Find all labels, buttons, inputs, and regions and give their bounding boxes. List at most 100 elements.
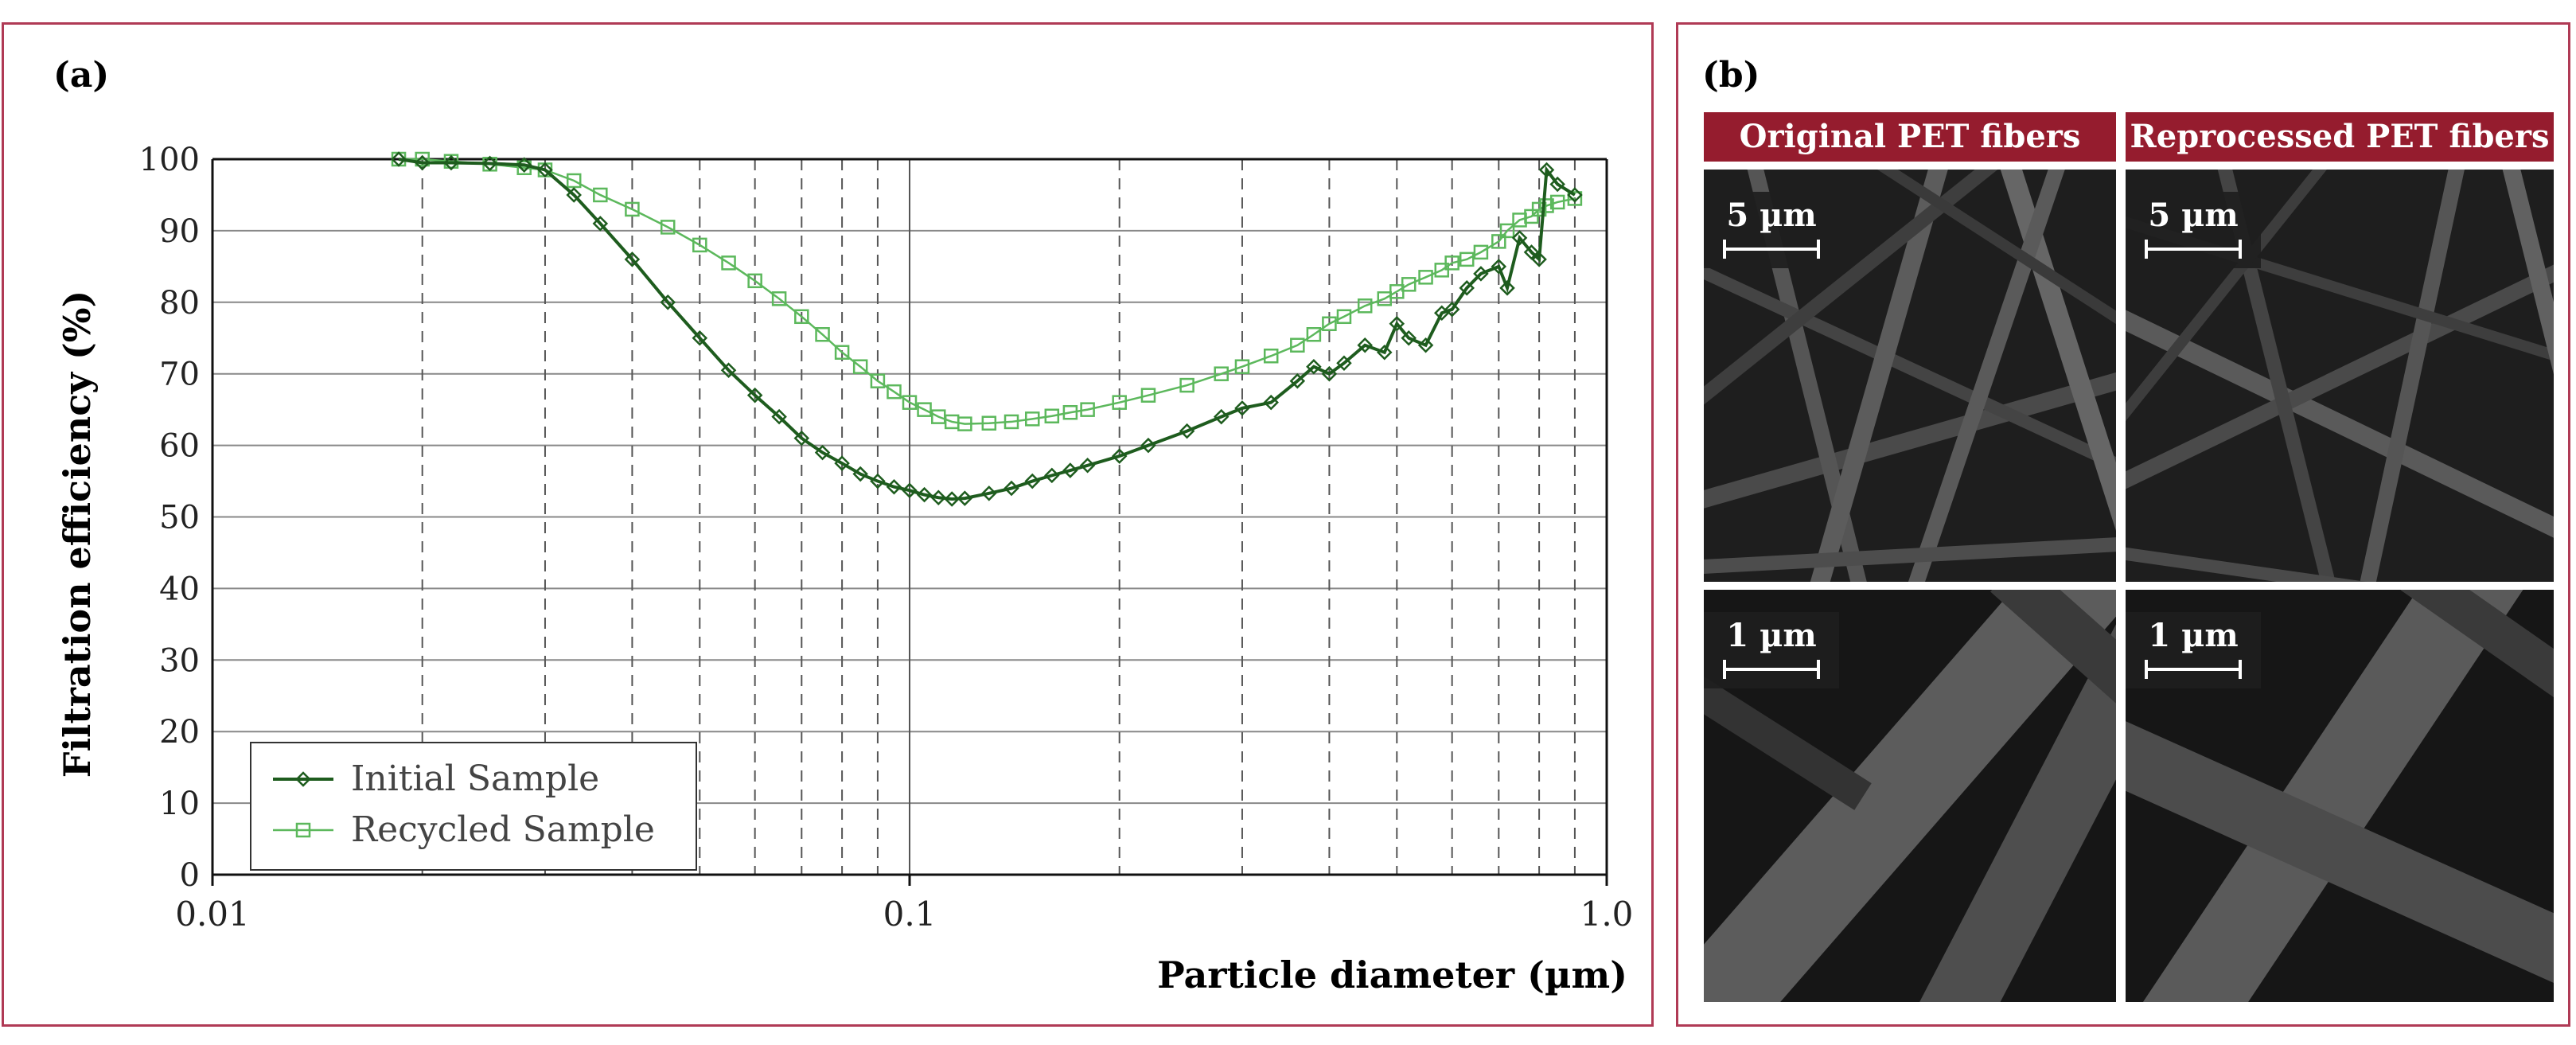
- panel-b: (b) Original PET fibers Reprocessed PET …: [1676, 22, 2570, 1027]
- y-tick-label: 50: [159, 500, 200, 536]
- data-point: [1459, 280, 1475, 296]
- data-point: [1531, 252, 1547, 267]
- data-point: [720, 362, 737, 378]
- data-point: [957, 490, 973, 506]
- data-point: [1062, 462, 1078, 478]
- series-line: [398, 158, 1576, 501]
- panel-a: (a) 0 10 20 30 40 50 60 70 80 90 100 0.01 0.1 1.0 Ini…: [2, 22, 1654, 1027]
- data-point: [1044, 408, 1060, 423]
- scale-label: 5 µm: [1726, 197, 1817, 234]
- y-tick-label: 100: [139, 142, 200, 178]
- data-point: [902, 395, 918, 410]
- header-original: Original PET fibers: [1704, 112, 2116, 162]
- y-tick-label: 10: [159, 786, 200, 822]
- data-point: [1322, 316, 1337, 332]
- data-point: [295, 822, 311, 838]
- panel-a-label: (a): [53, 55, 110, 96]
- data-point: [1523, 244, 1540, 260]
- data-point: [1499, 223, 1515, 239]
- header-reprocessed: Reprocessed PET fibers: [2126, 112, 2554, 162]
- data-point: [1079, 458, 1096, 474]
- scale-label: 1 µm: [2148, 617, 2239, 654]
- data-point: [1549, 194, 1565, 210]
- data-point: [870, 473, 886, 489]
- data-point: [1214, 366, 1229, 381]
- data-point: [537, 162, 553, 178]
- series-recycled-sample: [391, 151, 1583, 431]
- data-point: [870, 373, 886, 388]
- y-tick-label: 30: [159, 642, 200, 679]
- legend-box: [250, 742, 697, 871]
- data-point: [1499, 280, 1515, 296]
- data-point: [746, 387, 763, 404]
- data-point: [1389, 316, 1405, 332]
- legend-label: Recycled Sample: [351, 809, 655, 850]
- panel-b-label: (b): [1702, 55, 1760, 96]
- data-point: [1444, 255, 1459, 271]
- sem-original-lowmag: 5 µm: [1704, 170, 2116, 582]
- data-point: [660, 220, 676, 235]
- data-point: [930, 489, 947, 505]
- data-point: [1062, 404, 1078, 420]
- data-point: [1306, 327, 1322, 342]
- data-point: [834, 455, 850, 471]
- series-line: [399, 158, 1576, 425]
- data-point: [391, 151, 407, 167]
- x-axis-label: Particle diameter (µm): [1157, 953, 1627, 996]
- data-point: [566, 173, 582, 189]
- scale-label: 1 µm: [1726, 617, 1817, 654]
- fiber-image: [1704, 170, 2116, 582]
- data-point: [1004, 480, 1019, 497]
- data-point: [692, 329, 708, 346]
- data-point: [852, 359, 868, 374]
- data-point: [1336, 309, 1352, 325]
- y-tick-label: 0: [180, 857, 200, 894]
- data-point: [1321, 365, 1338, 382]
- x-tick-label: 0.1: [883, 895, 937, 934]
- scale-bar: 1 µm: [2126, 612, 2261, 688]
- y-tick-label: 80: [159, 285, 200, 322]
- data-point: [834, 345, 850, 360]
- y-tick-label: 60: [159, 428, 200, 465]
- data-point: [793, 430, 810, 446]
- data-point: [916, 486, 933, 503]
- data-point: [852, 466, 868, 482]
- data-point: [815, 327, 830, 342]
- data-point: [1473, 266, 1489, 282]
- data-point: [1549, 176, 1565, 193]
- data-point: [1111, 448, 1128, 464]
- data-point: [1357, 298, 1373, 314]
- data-point: [771, 291, 787, 306]
- data-point: [1417, 337, 1434, 353]
- data-point: [1024, 473, 1041, 489]
- data-point: [692, 237, 707, 253]
- data-point: [944, 491, 960, 507]
- fiber-image: [1704, 590, 2116, 1002]
- data-point: [1357, 337, 1373, 353]
- data-point: [660, 294, 676, 310]
- data-point: [1179, 423, 1195, 439]
- y-tick-label: 20: [159, 714, 200, 751]
- data-point: [957, 416, 972, 431]
- data-point: [1531, 201, 1547, 217]
- data-point: [1234, 359, 1250, 374]
- data-point: [1539, 198, 1554, 213]
- x-tick-label: 0.01: [175, 895, 250, 934]
- data-point: [1459, 252, 1475, 267]
- data-point: [887, 384, 902, 400]
- data-point: [1140, 437, 1156, 454]
- data-point: [1263, 348, 1279, 364]
- data-point: [1336, 355, 1352, 371]
- data-point: [1567, 191, 1583, 206]
- data-point: [1401, 329, 1417, 346]
- data-point: [1179, 377, 1194, 393]
- data-point: [1538, 162, 1555, 178]
- data-point: [566, 187, 582, 203]
- data-point: [814, 444, 831, 461]
- data-point: [414, 154, 431, 171]
- data-point: [771, 408, 787, 425]
- scale-label: 5 µm: [2148, 197, 2239, 234]
- sem-original-highmag: 1 µm: [1704, 590, 2116, 1002]
- data-point: [1418, 270, 1433, 285]
- y-tick-label: 90: [159, 213, 200, 250]
